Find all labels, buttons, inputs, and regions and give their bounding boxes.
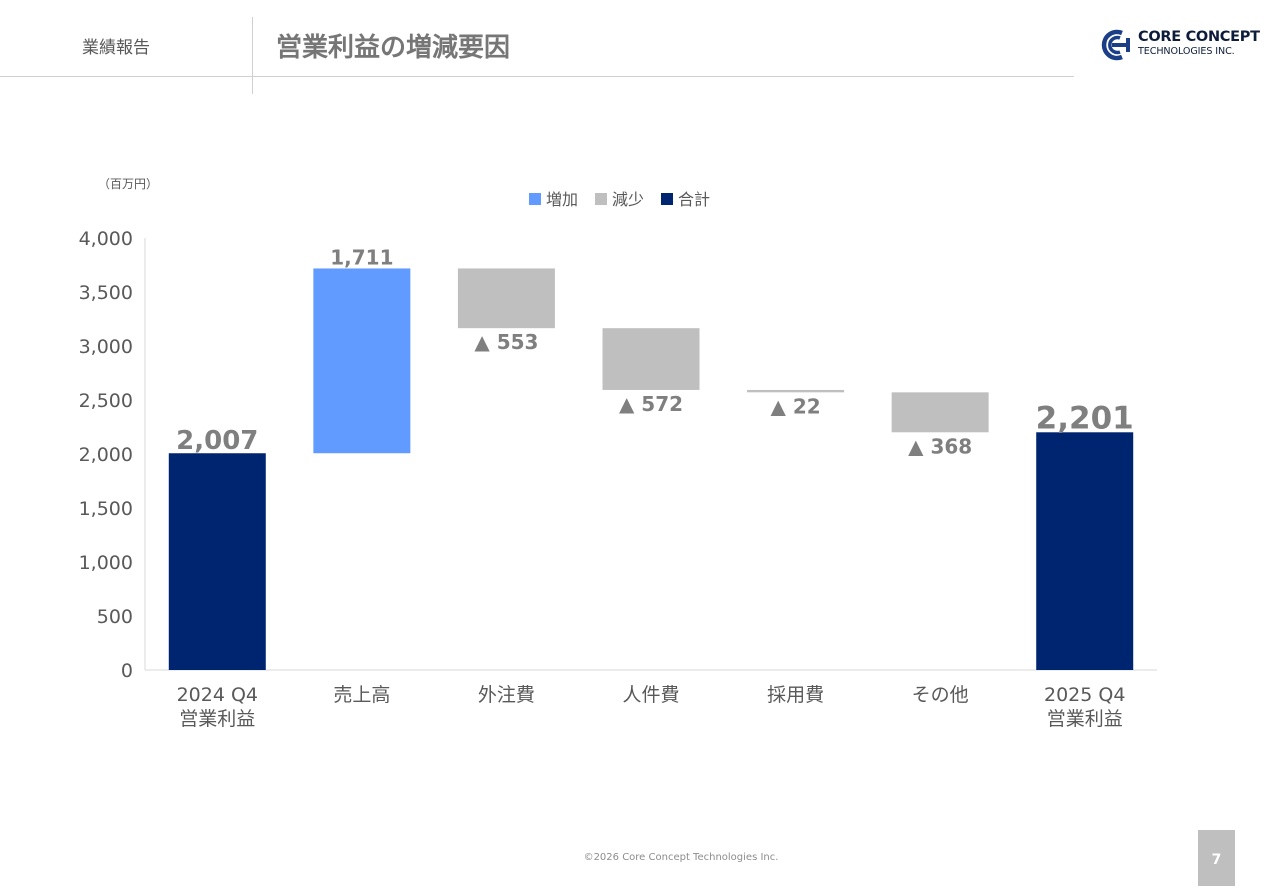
- bar-value-label: ▲ 553: [474, 330, 538, 354]
- x-tick-label: その他: [912, 684, 969, 706]
- page-number: 7: [1198, 830, 1235, 886]
- logo-text-secondary: TECHNOLOGIES INC.: [1138, 46, 1235, 57]
- x-tick-label: 売上高: [333, 684, 390, 706]
- bar-increase: [313, 268, 411, 454]
- bar-value-label: ▲ 22: [770, 394, 820, 418]
- y-tick-label: 500: [97, 606, 133, 628]
- bar-value-label: 2,201: [1036, 400, 1134, 436]
- header-divider-horizontal: [0, 76, 1074, 77]
- bar-decrease: [891, 392, 989, 433]
- bar-decrease: [457, 268, 555, 329]
- x-tick-label: 採用費: [767, 684, 824, 706]
- legend-swatch: [661, 193, 673, 205]
- bar-value-label: ▲ 572: [619, 392, 683, 416]
- bar-decrease: [602, 328, 700, 390]
- bar-decrease: [747, 389, 845, 393]
- y-tick-label: 4,000: [79, 228, 133, 250]
- header-divider-vertical: [252, 17, 253, 94]
- y-tick-label: 0: [121, 660, 133, 682]
- footer-copyright: ©2026 Core Concept Technologies Inc.: [583, 852, 779, 863]
- slide-title: 営業利益の増減要因: [276, 33, 511, 63]
- x-tick-label: 2025 Q4: [1044, 684, 1125, 706]
- y-tick-label: 1,500: [79, 498, 133, 520]
- bar-total: [1036, 432, 1134, 670]
- x-tick-label: 人件費: [622, 684, 679, 706]
- bar-total: [168, 453, 266, 670]
- y-tick-label: 3,000: [79, 336, 133, 358]
- x-tick-label: 2024 Q4: [177, 684, 258, 706]
- company-logo: CORE CONCEPT TECHNOLOGIES INC.: [1098, 27, 1268, 63]
- legend-label: 減少: [612, 190, 644, 209]
- legend-swatch: [595, 193, 607, 205]
- legend-label: 増加: [546, 190, 578, 209]
- logo-mark-icon: [1101, 29, 1130, 61]
- x-tick-label: 外注費: [478, 684, 535, 706]
- y-tick-label: 2,500: [79, 390, 133, 412]
- bar-value-label: 2,007: [176, 426, 258, 456]
- section-label: 業績報告: [82, 38, 150, 58]
- legend-label: 合計: [678, 190, 710, 209]
- bar-value-label: ▲ 368: [908, 434, 972, 458]
- chart-unit-label: （百万円）: [98, 177, 159, 191]
- y-tick-label: 3,500: [79, 282, 133, 304]
- x-tick-label: 営業利益: [179, 708, 255, 730]
- legend-swatch: [529, 193, 541, 205]
- x-tick-label: 営業利益: [1047, 708, 1123, 730]
- bar-value-label: 1,711: [330, 245, 393, 269]
- y-tick-label: 2,000: [79, 444, 133, 466]
- logo-text-primary: CORE CONCEPT: [1138, 29, 1260, 45]
- y-tick-label: 1,000: [79, 552, 133, 574]
